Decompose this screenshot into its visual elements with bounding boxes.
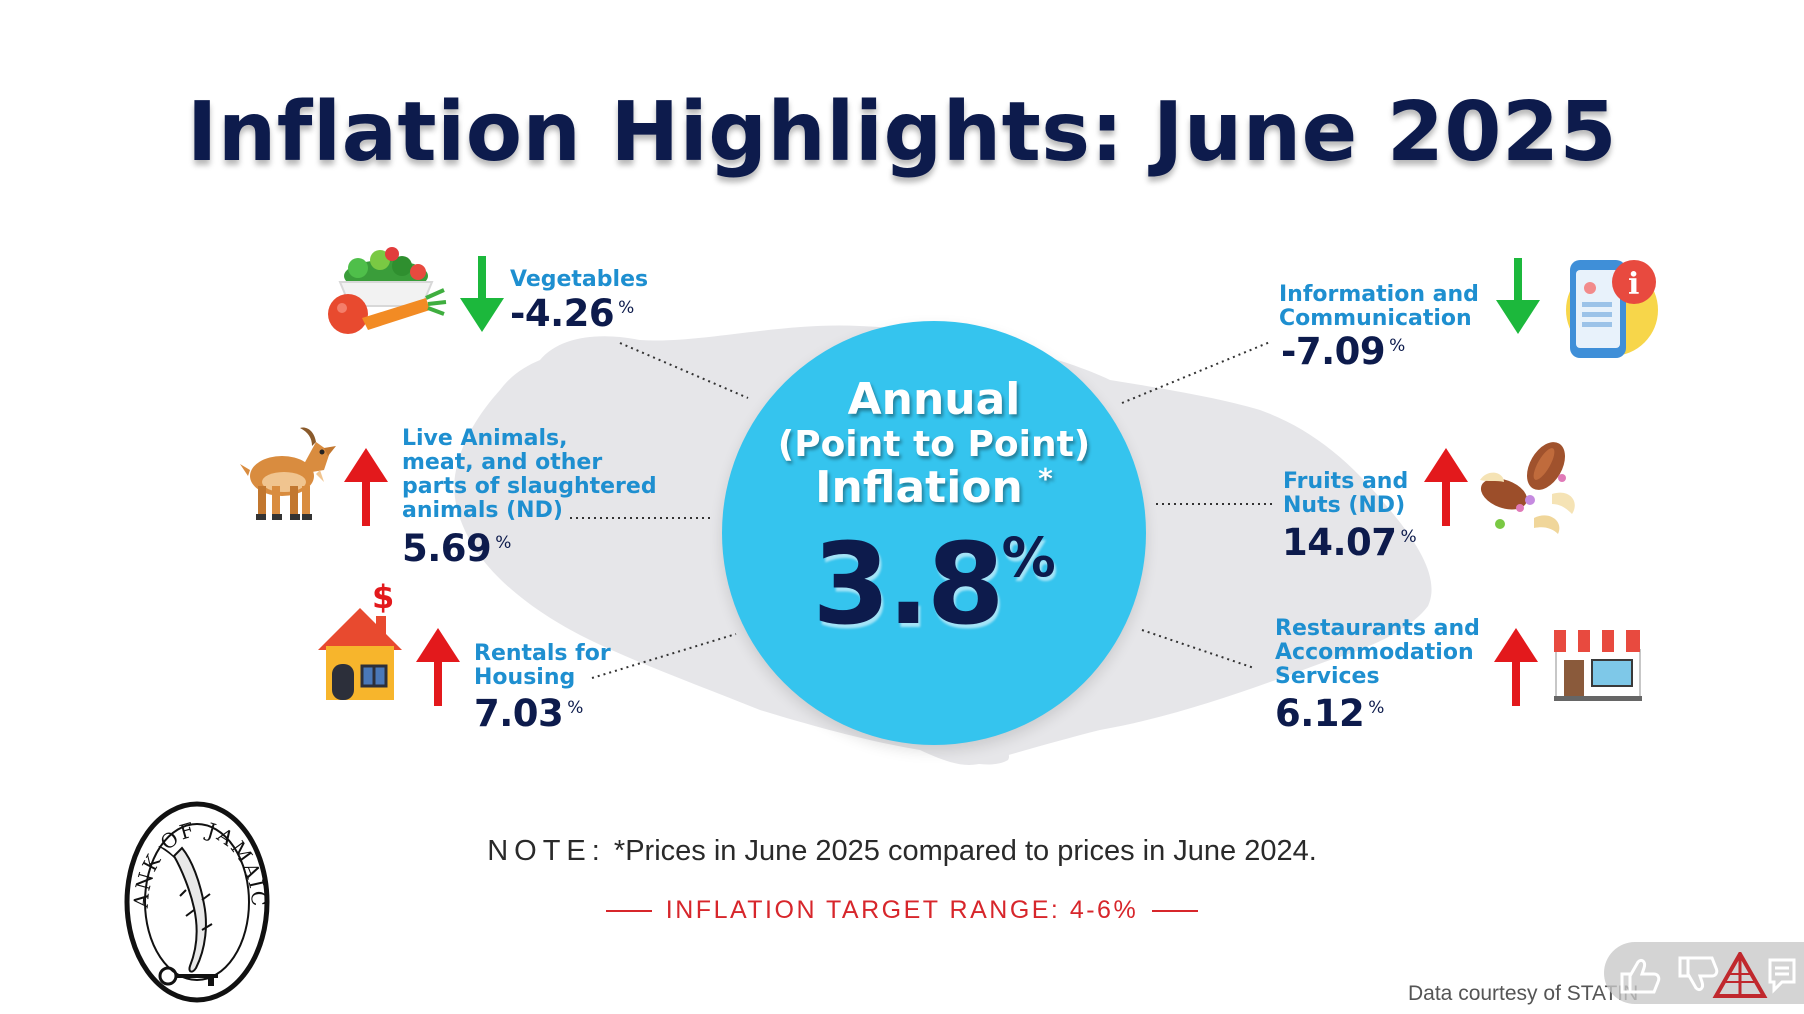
info-comm-value: -7.09% [1281,330,1405,373]
leader-line-info-comm [1121,341,1271,404]
data-courtesy: Data courtesy of STATIN [1408,982,1639,1005]
target-right-rule [1152,910,1199,913]
page-title: Inflation Highlights: June 2025 [186,85,1618,180]
circle-inflation-word: Inflation [815,462,1023,513]
arrow-head [344,448,388,482]
live-animals-label: Live Animals, meat, and other parts of s… [402,426,657,523]
footnote: NOTE: *Prices in June 2025 compared to p… [0,835,1804,868]
nuts-icon [1480,442,1575,534]
info-comm-label: Information and Communication [1279,282,1479,331]
up-arrow-icon [1424,448,1468,526]
arrow-head [1494,628,1538,662]
arrow-head [460,298,504,332]
crocodile-icon [172,846,207,973]
like-icon[interactable] [1620,958,1661,994]
up-arrow-icon [1494,628,1538,706]
up-arrow-icon [416,628,460,706]
headline-unit: % [1001,526,1056,589]
down-arrow-icon [460,256,504,332]
comment-icon[interactable] [1768,958,1796,994]
rentals-value: 7.03% [474,692,583,735]
live-animals-value: 5.69% [402,527,511,570]
arrow-head [1496,300,1540,334]
note-text: *Prices in June 2025 compared to prices … [613,835,1317,867]
arrow-shaft [1442,480,1450,526]
leader-line-restaurants [1141,629,1255,669]
circle-line-annual: Annual [847,374,1021,425]
arrow-shaft [434,660,442,706]
circle-line-point-to-point: (Point to Point) [777,424,1091,465]
headline-inflation-value: 3.8% [722,520,1146,650]
inflation-target-range: INFLATION TARGET RANGE: 4-6% [0,896,1804,925]
goat-icon [240,427,336,520]
annual-inflation-circle [722,321,1146,745]
target-left-rule [605,910,652,913]
statin-logo-icon [1712,952,1768,998]
arrow-head [1424,448,1468,482]
rentals-label: Rentals for Housing [474,641,611,690]
storefront-icon [1554,630,1642,701]
arrow-shaft [1512,660,1520,706]
circle-line-inflation: Inflation * [722,462,1146,513]
leader-line-rentals [591,633,737,679]
down-arrow-icon [1496,258,1540,334]
note-prefix: NOTE: [487,835,606,867]
arrow-shaft [478,256,486,302]
arrow-head [416,628,460,662]
restaurants-value: 6.12% [1275,692,1384,735]
restaurants-label: Restaurants and Accommodation Services [1275,616,1480,689]
asterisk: * [1038,462,1053,495]
arrow-shaft [362,480,370,526]
bank-of-jamaica-logo: BANK OF JAMAICA [122,800,270,1003]
reaction-controls [1620,952,1796,998]
dollar-sign: $ [372,580,394,616]
arrow-shaft [1514,258,1522,304]
vegetables-value: -4.26% [510,292,634,335]
up-arrow-icon [344,448,388,526]
dislike-icon[interactable] [1678,956,1719,992]
vegetables-label: Vegetables [510,267,649,292]
vegetables-icon [328,247,447,334]
fruits-nuts-label: Fruits and Nuts (ND) [1283,469,1409,518]
house-icon: $ [318,580,402,700]
phone-info-icon: i [1566,260,1658,358]
svg-text:i: i [1628,267,1639,302]
fruits-nuts-value: 14.07% [1282,521,1417,564]
target-text: INFLATION TARGET RANGE: 4-6% [665,896,1139,924]
headline-value: 3.8 [812,520,1004,650]
